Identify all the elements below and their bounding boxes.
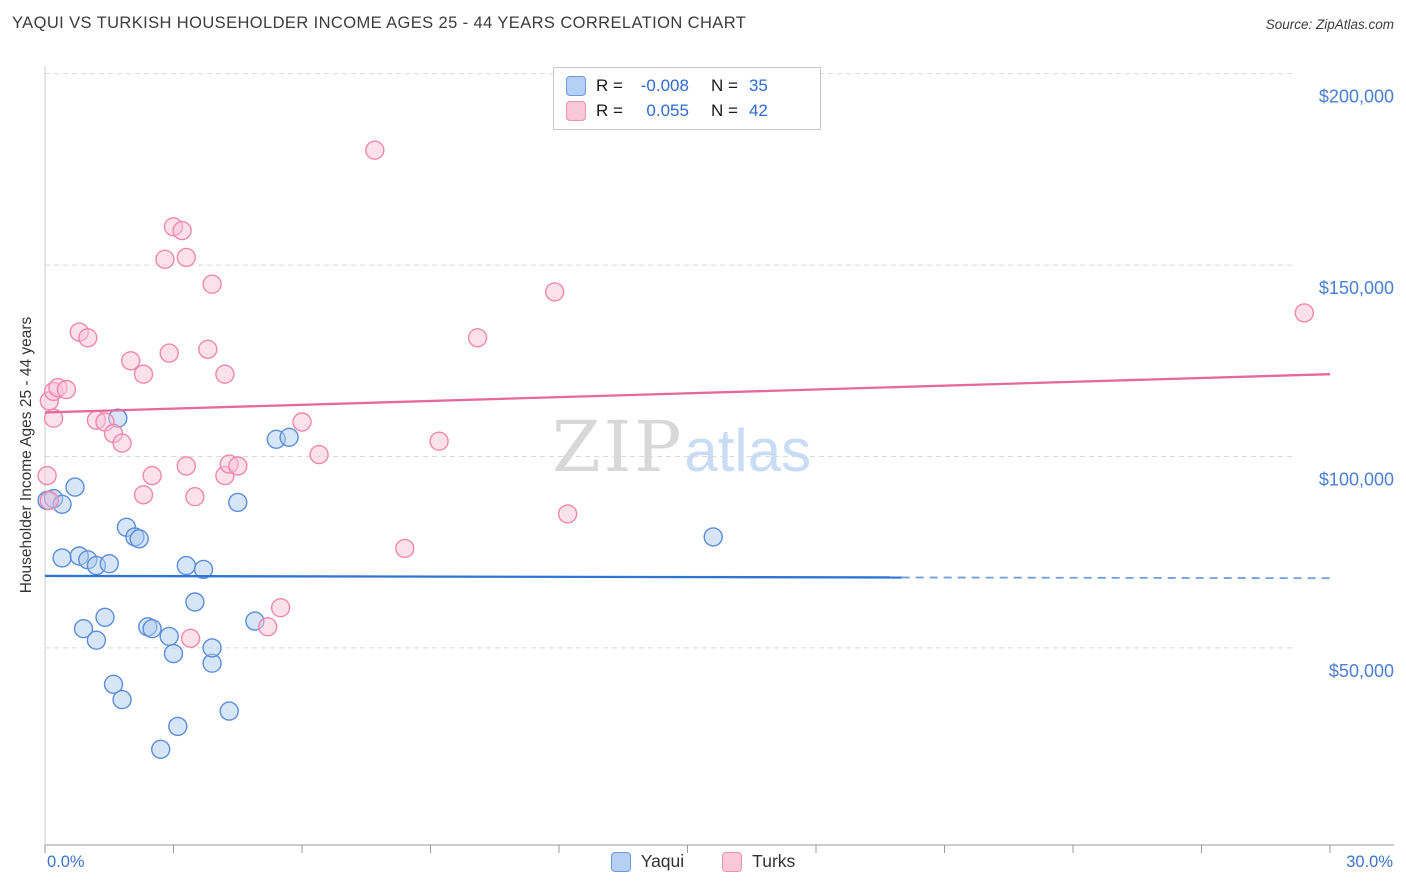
data-point-turks[interactable]	[557, 504, 578, 524]
data-point-yaqui[interactable]	[103, 674, 124, 694]
data-point-turks[interactable]	[155, 249, 175, 269]
turks-r-value: 0.055	[646, 101, 689, 120]
data-point-turks[interactable]	[228, 456, 248, 476]
data-point-yaqui[interactable]	[112, 689, 132, 710]
data-point-turks[interactable]	[56, 379, 77, 400]
data-point-yaqui[interactable]	[95, 607, 115, 627]
y-axis-tick-label: $50,000	[1329, 661, 1394, 681]
data-point-turks[interactable]	[365, 140, 385, 160]
legend-row-turks: R = 0.055 N = 42	[566, 101, 806, 121]
yaqui-trend-line	[44, 574, 902, 579]
data-point-turks[interactable]	[395, 538, 415, 559]
turks-swatch-icon	[566, 101, 586, 121]
data-point-turks[interactable]	[180, 628, 201, 648]
yaqui-n-value: 35	[748, 76, 768, 95]
data-point-yaqui[interactable]	[219, 701, 239, 721]
data-point-yaqui[interactable]	[279, 427, 299, 447]
data-point-turks[interactable]	[258, 617, 278, 637]
data-point-yaqui[interactable]	[129, 529, 149, 549]
data-point-turks[interactable]	[429, 431, 449, 451]
turks-legend-label: Turks	[752, 851, 796, 871]
data-point-yaqui[interactable]	[86, 630, 107, 650]
data-point-yaqui[interactable]	[142, 619, 162, 639]
turks-r-label: R =	[596, 101, 623, 120]
turks-n-label: N =	[710, 101, 738, 120]
data-point-turks[interactable]	[198, 339, 218, 359]
turks-n-value: 42	[748, 101, 768, 120]
y-axis-tick-label: $100,000	[1319, 469, 1394, 489]
data-point-yaqui[interactable]	[65, 477, 85, 497]
yaqui-r-value: -0.008	[640, 76, 689, 95]
data-point-turks[interactable]	[292, 412, 312, 432]
data-point-turks[interactable]	[1294, 303, 1315, 323]
data-point-turks[interactable]	[43, 408, 64, 428]
data-point-yaqui[interactable]	[168, 716, 188, 737]
yaqui-trend-line-projection	[901, 576, 1331, 580]
page-title: YAQUI VS TURKISH HOUSEHOLDER INCOME AGES…	[12, 14, 747, 32]
data-point-turks[interactable]	[270, 598, 291, 618]
watermark-atlas: atlas	[684, 417, 812, 484]
series-legend: Yaqui Turks	[0, 851, 1406, 872]
data-point-yaqui[interactable]	[99, 554, 120, 574]
data-point-turks[interactable]	[202, 274, 222, 294]
data-point-yaqui[interactable]	[52, 548, 72, 568]
x-axis-max-label: 30.0%	[1346, 853, 1393, 871]
yaqui-r-label: R =	[596, 76, 623, 95]
watermark-zip: ZIP	[552, 406, 685, 488]
y-axis-label: Householder Income Ages 25 - 44 years	[18, 316, 35, 594]
yaqui-legend-swatch-icon	[610, 851, 631, 872]
data-point-turks[interactable]	[39, 490, 59, 511]
turks-trend-line	[44, 373, 1331, 414]
data-point-yaqui[interactable]	[150, 739, 171, 759]
data-point-yaqui[interactable]	[703, 527, 723, 547]
data-point-yaqui[interactable]	[159, 626, 179, 647]
y-axis-tick-label: $150,000	[1319, 278, 1394, 298]
data-point-turks[interactable]	[309, 444, 329, 465]
data-point-turks[interactable]	[545, 282, 565, 302]
data-point-turks[interactable]	[120, 351, 141, 371]
source-link[interactable]: Source: ZipAtlas.com	[1265, 17, 1394, 32]
data-point-turks[interactable]	[172, 220, 192, 241]
data-point-yaqui[interactable]	[176, 555, 197, 576]
yaqui-n-label: N =	[710, 76, 738, 95]
data-point-turks[interactable]	[185, 487, 205, 507]
data-point-turks[interactable]	[112, 433, 132, 453]
data-point-yaqui[interactable]	[193, 559, 214, 580]
yaqui-swatch-icon	[566, 76, 586, 96]
data-point-yaqui[interactable]	[163, 643, 184, 664]
yaqui-legend-label: Yaqui	[640, 851, 685, 871]
data-point-yaqui[interactable]	[185, 592, 205, 612]
data-point-turks[interactable]	[133, 485, 154, 505]
data-point-turks[interactable]	[78, 328, 98, 348]
data-point-turks[interactable]	[133, 364, 154, 384]
data-point-turks[interactable]	[142, 465, 162, 486]
data-point-turks[interactable]	[215, 364, 235, 384]
data-point-turks[interactable]	[159, 343, 179, 363]
correlation-legend-box: R = -0.008 N = 35 R = 0.055 N = 42	[553, 67, 821, 130]
data-point-turks[interactable]	[176, 247, 197, 268]
turks-legend-swatch-icon	[722, 851, 743, 872]
data-point-yaqui[interactable]	[228, 492, 248, 513]
x-axis-min-label: 0.0%	[47, 853, 85, 871]
y-axis-tick-label: $200,000	[1319, 87, 1394, 107]
data-point-turks[interactable]	[37, 465, 57, 486]
data-point-turks[interactable]	[176, 456, 197, 476]
data-point-yaqui[interactable]	[202, 638, 222, 658]
data-point-turks[interactable]	[467, 328, 488, 348]
data-point-yaqui[interactable]	[73, 619, 94, 639]
legend-row-yaqui: R = -0.008 N = 35	[566, 76, 806, 96]
watermark: ZIPatlas	[552, 406, 811, 488]
